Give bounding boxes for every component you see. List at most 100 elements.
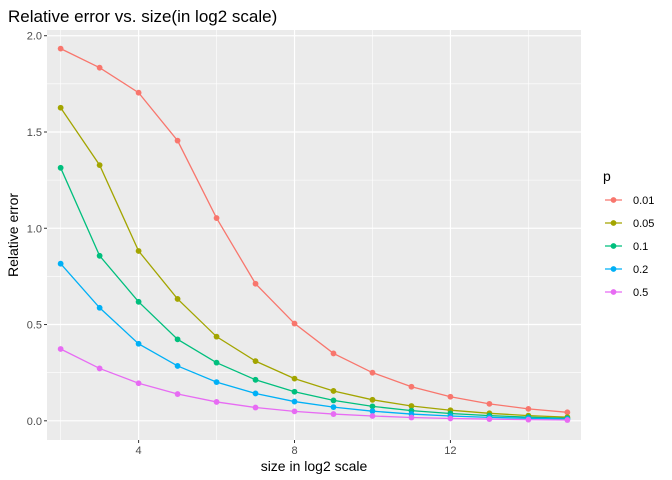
data-point (369, 369, 376, 376)
data-point (252, 376, 259, 383)
legend-label: 0.2 (633, 264, 648, 276)
data-point (57, 260, 64, 267)
data-point (291, 398, 298, 405)
data-point (447, 415, 454, 422)
data-point (96, 64, 103, 71)
legend-title: p (603, 168, 611, 184)
y-tick-label: 1.5 (27, 127, 42, 139)
legend-label: 0.01 (633, 195, 654, 207)
y-tick-label: 1.0 (27, 223, 42, 235)
data-point (486, 400, 493, 407)
data-point (135, 89, 142, 96)
data-point (525, 416, 532, 423)
legend-key-point (610, 220, 617, 226)
series-layer (57, 45, 571, 423)
axes: 4 8 12 0.0 0.5 1.0 1.5 2.0 (27, 31, 457, 457)
legend-item: 0.01 (605, 195, 654, 207)
data-point (408, 414, 415, 421)
x-tick-label: 4 (136, 445, 142, 457)
y-tick-label: 0.5 (27, 320, 42, 332)
legend-label: 0.5 (633, 287, 648, 299)
data-point (369, 396, 376, 403)
series-line (60, 348, 568, 421)
data-point (447, 393, 454, 400)
legend-item: 0.2 (605, 264, 648, 276)
data-point (57, 346, 64, 352)
legend-label: 0.1 (633, 241, 648, 253)
data-point (213, 359, 220, 366)
data-point (135, 380, 142, 387)
series-line (60, 107, 568, 418)
data-point (213, 215, 220, 221)
data-point (525, 405, 532, 412)
legend-item: 0.1 (605, 241, 648, 253)
data-point (564, 409, 571, 416)
x-tick-label: 8 (291, 445, 297, 457)
y-axis-title: Relative error (5, 193, 21, 277)
data-point (174, 296, 181, 302)
legend-item: 0.5 (605, 287, 648, 299)
data-point (291, 375, 298, 382)
data-point (96, 162, 103, 169)
data-point (213, 333, 220, 340)
chart-title: Relative error vs. size(in log2 scale) (8, 7, 277, 26)
y-tick-label: 2.0 (27, 31, 42, 43)
data-point (252, 280, 259, 287)
y-tick-label: 0.0 (27, 416, 42, 428)
data-point (174, 363, 181, 369)
data-point (135, 298, 142, 305)
data-point (486, 416, 493, 422)
data-point (213, 399, 220, 405)
data-point (135, 340, 142, 347)
data-point (291, 320, 298, 327)
x-axis-title: size in log2 scale (261, 458, 368, 474)
series-line (60, 167, 568, 419)
legend-label: 0.05 (633, 218, 654, 230)
data-point (330, 388, 337, 394)
series-0.05 (57, 104, 571, 421)
data-point (57, 104, 64, 111)
data-point (408, 383, 415, 390)
data-point (96, 252, 103, 259)
series-0.01 (57, 45, 571, 416)
data-point (96, 304, 103, 311)
data-point (252, 390, 259, 397)
plot-panel (47, 30, 581, 440)
minor-gridlines (47, 30, 581, 440)
data-point (330, 404, 337, 411)
data-point (369, 408, 376, 415)
major-gridlines (47, 30, 581, 440)
data-point (57, 164, 64, 171)
data-point (291, 388, 298, 395)
data-point (369, 403, 376, 410)
series-line (60, 48, 568, 413)
data-point (96, 365, 103, 372)
data-point (57, 45, 64, 52)
legend-key-point (610, 243, 617, 249)
legend-item: 0.05 (605, 218, 654, 230)
x-tick-label: 12 (444, 445, 456, 457)
data-point (213, 379, 220, 386)
data-point (330, 397, 337, 404)
data-point (369, 413, 376, 419)
data-point (174, 391, 181, 397)
data-point (564, 417, 571, 423)
data-point (135, 248, 142, 254)
legend-key-point (610, 289, 617, 295)
series-0.5 (57, 346, 571, 423)
data-point (252, 358, 259, 365)
data-point (408, 403, 415, 409)
data-point (252, 404, 259, 411)
data-point (330, 411, 337, 417)
data-point (174, 336, 181, 343)
data-point (291, 408, 298, 415)
legend-key-point (610, 266, 617, 272)
series-0.1 (57, 164, 571, 422)
legend-key-point (610, 197, 617, 203)
data-point (330, 350, 337, 357)
legend: p 0.01 0.05 0.1 0.2 0.5 (603, 168, 654, 299)
series-line (60, 263, 568, 420)
data-point (174, 137, 181, 144)
